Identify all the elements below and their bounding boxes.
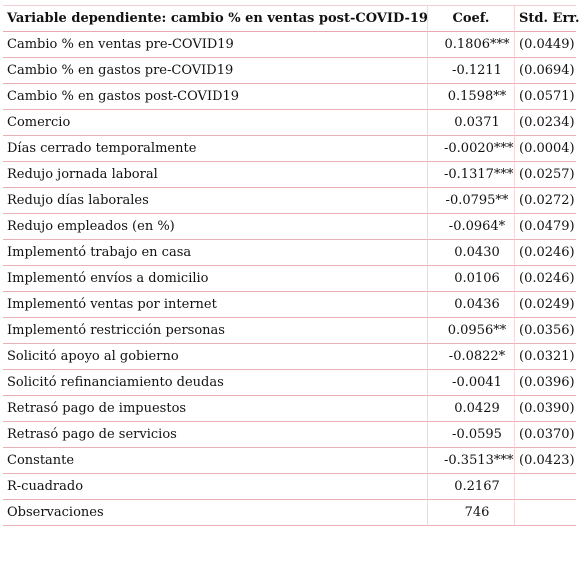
table-body: Cambio % en ventas pre-COVID19 0.1806***(… — [3, 32, 576, 526]
row-label: Redujo empleados (en %) — [3, 214, 427, 240]
row-std-err: (0.0246) — [514, 240, 576, 266]
row-coef: -0.1317*** — [427, 162, 514, 188]
row-label: R-cuadrado — [3, 474, 427, 500]
row-std-err: (0.0249) — [514, 292, 576, 318]
row-std-err: (0.0423) — [514, 448, 576, 474]
table-row: Observaciones 746 — [3, 500, 576, 526]
row-std-err: (0.0246) — [514, 266, 576, 292]
row-coef: 0.0106 — [427, 266, 514, 292]
table-row: Retrasó pago de servicios -0.0595 (0.0370) — [3, 422, 576, 448]
regression-table-container: Variable dependiente: cambio % en ventas… — [3, 5, 579, 526]
row-std-err — [514, 474, 576, 500]
row-label: Solicitó refinanciamiento deudas — [3, 370, 427, 396]
row-label: Implementó restricción personas — [3, 318, 427, 344]
row-coef: 746 — [427, 500, 514, 526]
header-coef: Coef. — [427, 5, 514, 32]
row-std-err: (0.0257) — [514, 162, 576, 188]
row-coef: 0.0956** — [427, 318, 514, 344]
row-label: Redujo días laborales — [3, 188, 427, 214]
row-coef: -0.0795** — [427, 188, 514, 214]
row-label: Cambio % en gastos post-COVID19 — [3, 84, 427, 110]
row-coef: 0.0429 — [427, 396, 514, 422]
row-std-err: (0.0004) — [514, 136, 576, 162]
row-std-err: (0.0272) — [514, 188, 576, 214]
header-row: Variable dependiente: cambio % en ventas… — [3, 5, 579, 32]
row-label: Redujo jornada laboral — [3, 162, 427, 188]
table-row: Cambio % en ventas pre-COVID19 0.1806***(… — [3, 32, 576, 58]
row-coef: 0.0436 — [427, 292, 514, 318]
row-label: Observaciones — [3, 500, 427, 526]
row-label: Retrasó pago de servicios — [3, 422, 427, 448]
row-std-err: (0.0479) — [514, 214, 576, 240]
table-row: Solicitó refinanciamiento deudas -0.0041(… — [3, 370, 576, 396]
table-row: Redujo empleados (en %) -0.0964* (0.0479) — [3, 214, 576, 240]
row-std-err: (0.0234) — [514, 110, 576, 136]
table-row: Cambio % en gastos pre-COVID19 -0.1211 (0.… — [3, 58, 576, 84]
table-row: Redujo jornada laboral -0.1317*** (0.0257) — [3, 162, 576, 188]
row-std-err: (0.0571) — [514, 84, 576, 110]
row-label: Comercio — [3, 110, 427, 136]
header-dependent-variable: Variable dependiente: cambio % en ventas… — [3, 5, 428, 32]
table-row: R-cuadrado 0.2167 — [3, 474, 576, 500]
row-coef: -0.0595 — [427, 422, 514, 448]
table-row: Constante -0.3513*** (0.0423) — [3, 448, 576, 474]
header-std-err: Std. Err. — [514, 5, 579, 32]
row-std-err: (0.0321) — [514, 344, 576, 370]
regression-table: Variable dependiente: cambio % en ventas… — [3, 5, 579, 526]
row-label: Solicitó apoyo al gobierno — [3, 344, 427, 370]
table-row: Implementó restricción personas 0.0956**(… — [3, 318, 576, 344]
table-row: Implementó envíos a domicilio 0.0106 (0.02… — [3, 266, 576, 292]
row-coef: 0.1806*** — [427, 32, 514, 58]
table-row: Implementó ventas por internet 0.0436 (0.0… — [3, 292, 576, 318]
row-coef: -0.0822* — [427, 344, 514, 370]
row-label: Días cerrado temporalmente — [3, 136, 427, 162]
row-label: Cambio % en ventas pre-COVID19 — [3, 32, 427, 58]
table-row: Retrasó pago de impuestos 0.0429 (0.0390) — [3, 396, 576, 422]
row-coef: -0.1211 — [427, 58, 514, 84]
table-header: Variable dependiente: cambio % en ventas… — [3, 5, 579, 32]
row-coef: 0.0430 — [427, 240, 514, 266]
row-coef: -0.0020*** — [427, 136, 514, 162]
row-std-err: (0.0390) — [514, 396, 576, 422]
table-row: Comercio 0.0371 (0.0234) — [3, 110, 576, 136]
row-coef: -0.3513*** — [427, 448, 514, 474]
row-label: Implementó trabajo en casa — [3, 240, 427, 266]
row-coef: 0.0371 — [427, 110, 514, 136]
row-std-err — [514, 500, 576, 526]
row-coef: 0.1598** — [427, 84, 514, 110]
row-coef: 0.2167 — [427, 474, 514, 500]
row-std-err: (0.0449) — [514, 32, 576, 58]
table-row: Solicitó apoyo al gobierno -0.0822* (0.032… — [3, 344, 576, 370]
table-row: Días cerrado temporalmente -0.0020*** (0.0… — [3, 136, 576, 162]
row-label: Retrasó pago de impuestos — [3, 396, 427, 422]
row-std-err: (0.0396) — [514, 370, 576, 396]
row-label: Constante — [3, 448, 427, 474]
table-row: Implementó trabajo en casa 0.0430 (0.0246) — [3, 240, 576, 266]
row-std-err: (0.0370) — [514, 422, 576, 448]
row-std-err: (0.0356) — [514, 318, 576, 344]
row-label: Implementó envíos a domicilio — [3, 266, 427, 292]
row-coef: -0.0964* — [427, 214, 514, 240]
table-row: Cambio % en gastos post-COVID19 0.1598**(… — [3, 84, 576, 110]
row-coef: -0.0041 — [427, 370, 514, 396]
row-label: Cambio % en gastos pre-COVID19 — [3, 58, 427, 84]
table-row: Redujo días laborales -0.0795** (0.0272) — [3, 188, 576, 214]
row-std-err: (0.0694) — [514, 58, 576, 84]
row-label: Implementó ventas por internet — [3, 292, 427, 318]
